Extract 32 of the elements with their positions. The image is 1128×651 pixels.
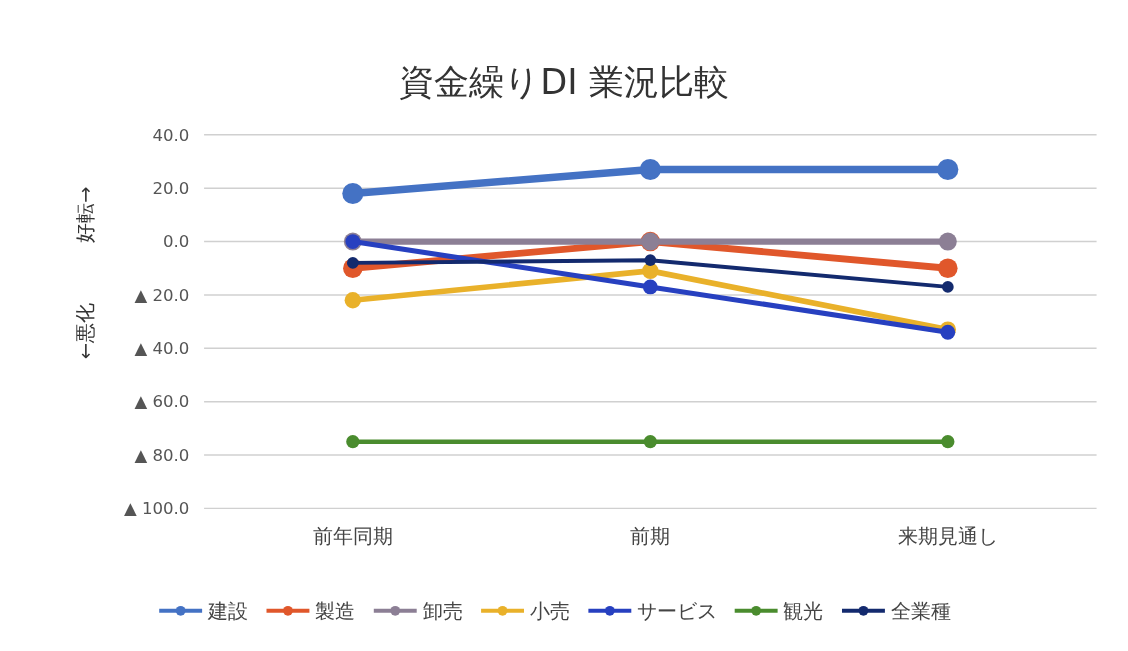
y-tick-label: ▲ 80.0 xyxy=(134,445,190,465)
legend-label: 製造 xyxy=(315,599,356,623)
point xyxy=(346,435,360,449)
legend-label: 小売 xyxy=(529,599,570,623)
y-axis-title: ←悪化 好転→ xyxy=(73,186,97,360)
legend-label: 卸売 xyxy=(422,599,463,623)
legend-label: サービス xyxy=(637,599,718,623)
y-tick-label: ▲ 20.0 xyxy=(134,285,190,305)
legend-label: 観光 xyxy=(783,599,824,623)
legend-label: 全業種 xyxy=(890,599,951,623)
y-tick-label: 0.0 xyxy=(163,232,190,252)
y-tick-label: ▲ 40.0 xyxy=(134,339,190,359)
y-tick-label: 20.0 xyxy=(152,178,190,198)
y-tick-label: 40.0 xyxy=(152,125,190,145)
point xyxy=(644,254,657,267)
y-tick-label: ▲ 60.0 xyxy=(134,392,190,412)
point xyxy=(643,435,657,449)
point xyxy=(941,435,955,449)
point xyxy=(937,158,959,181)
chart-title: 資金繰りDI 業況比較 xyxy=(399,60,729,102)
point xyxy=(941,281,954,293)
point xyxy=(342,182,364,205)
point xyxy=(344,292,362,309)
y-tick-label: ▲ 100.0 xyxy=(123,499,190,519)
point xyxy=(938,232,957,251)
point xyxy=(938,258,958,278)
point xyxy=(642,279,658,295)
x-tick-label: 前年同期 xyxy=(312,524,393,548)
x-tick-label: 来期見通し xyxy=(897,524,998,548)
legend-label: 建設 xyxy=(206,599,248,623)
x-tick-label: 前期 xyxy=(630,524,671,548)
point xyxy=(639,158,661,181)
